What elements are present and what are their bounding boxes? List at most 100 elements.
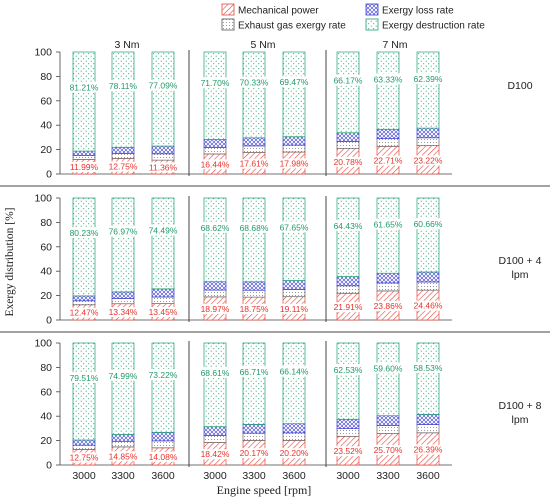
mechanical-value-label: 12.75% [70,453,99,463]
destruction-value-label: 68.61% [201,368,230,378]
stacked-bar: 66.17% 20.78% [331,51,365,175]
label-background [106,161,140,172]
bar-segment-exhaust [336,285,360,294]
bar-segment-destruction [282,197,306,281]
bar-segment-loss [111,291,135,299]
y-tick-label: 80 [40,362,52,374]
legend-label-loss: Exergy loss rate [382,6,454,17]
bar-segment-destruction [151,51,175,147]
bar-segment-exhaust [242,432,266,441]
y-tick-label: 80 [40,217,52,229]
label-background [411,300,445,311]
destruction-value-label: 62.39% [414,74,443,84]
bar-segment-exhaust [416,424,440,434]
mechanical-value-label: 19.11% [280,304,309,314]
torque-label-3nm: 3 Nm [114,39,139,51]
label-background [198,366,232,378]
label-background [331,74,365,86]
x-tick-label: 3600 [282,470,306,482]
destruction-value-label: 73.22% [149,370,178,380]
bar-segment-exhaust [376,425,400,434]
destruction-value-label: 78.11% [109,81,138,91]
stacked-bar: 66.71% 20.17% [237,342,271,466]
y-tick-label: 100 [34,47,52,59]
destruction-value-label: 68.62% [201,223,230,233]
label-background [277,76,311,88]
legend-swatch-mechanical [221,3,235,16]
bar-segment-exhaust [282,144,306,153]
destruction-value-label: 66.17% [334,76,363,86]
bar-segment-destruction [376,197,400,274]
destruction-value-label: 74.49% [149,226,178,236]
label-background [106,80,140,92]
destruction-value-label: 63.33% [374,74,403,84]
label-background [411,444,445,455]
label-background [331,302,365,313]
bar-segment-destruction [336,197,360,277]
bar-segment-loss [111,434,135,442]
y-tick-label: 20 [40,435,52,447]
mechanical-value-label: 16.44% [201,159,230,169]
bar-segment-exhaust [151,296,175,304]
x-tick-label: 3000 [203,470,227,482]
bar-segment-loss [72,295,96,302]
bar-segment-exhaust [282,289,306,298]
label-background [277,365,311,377]
y-tick-label: 80 [40,71,52,83]
mechanical-value-label: 25.70% [374,445,403,455]
bar-segment-loss [282,136,306,146]
label-background [146,79,180,91]
label-background [411,72,445,84]
label-background [106,451,140,462]
mechanical-value-label: 20.20% [280,448,309,458]
bar-segment-exhaust [203,147,227,155]
legend-item-destruction: Exergy destruction rate [365,18,485,32]
bar-segment-destruction [111,342,135,435]
y-tick-label: 60 [40,241,52,253]
label-background [237,304,271,315]
destruction-value-label: 76.97% [109,227,138,237]
label-background [411,155,445,166]
label-background [277,303,311,314]
stacked-bar: 62.53% 23.52% [331,342,365,466]
stacked-bar: 60.66% 24.46% [411,197,445,321]
label-background [237,221,271,233]
bar-segment-loss [376,415,400,426]
bar-segment-loss [242,281,266,291]
stacked-bar: 59.60% 25.70% [371,342,405,466]
bar-segment-destruction [111,197,135,293]
label-background [411,218,445,230]
stacked-bar: 67.65% 19.11% [277,197,311,321]
bar-segment-exhaust [416,137,440,147]
mechanical-value-label: 21.91% [334,302,363,312]
stacked-bar: 66.14% 20.20% [277,342,311,466]
label-background [67,161,101,172]
bar-segment-loss [336,276,360,287]
label-background [411,362,445,374]
label-background [237,158,271,169]
bar-segment-loss [376,272,400,284]
label-background [67,452,101,463]
panel-label: D100 + 4 lpm [499,255,542,281]
destruction-value-label: 67.65% [280,222,309,232]
stacked-bar: 74.49% 13.45% [146,197,180,321]
torque-label-5nm: 5 Nm [250,39,275,51]
bar-segment-exhaust [376,282,400,292]
label-background [146,451,180,462]
torque-label-7nm: 7 Nm [382,39,407,51]
destruction-value-label: 60.66% [414,219,443,229]
destruction-value-label: 77.09% [149,81,178,91]
stacked-bar: 79.51% 12.75% [67,342,101,466]
bar-segment-exhaust [242,289,266,298]
x-tick-label: 3300 [242,470,266,482]
label-background [371,218,405,230]
label-background [237,76,271,88]
x-tick-labels: 3000 3300 3600 3000 3300 3600 3000 3300 3600 [72,470,440,482]
stacked-bar: 76.97% 13.34% [106,197,140,321]
y-tick-label: 0 [46,460,52,472]
bar-segment-loss [72,150,96,156]
label-background [67,81,101,93]
label-background [146,368,180,380]
panel-d100: 0 20 40 60 80 100 D100 81.21% 11.99% 78.11% 12.75%… [34,47,532,181]
